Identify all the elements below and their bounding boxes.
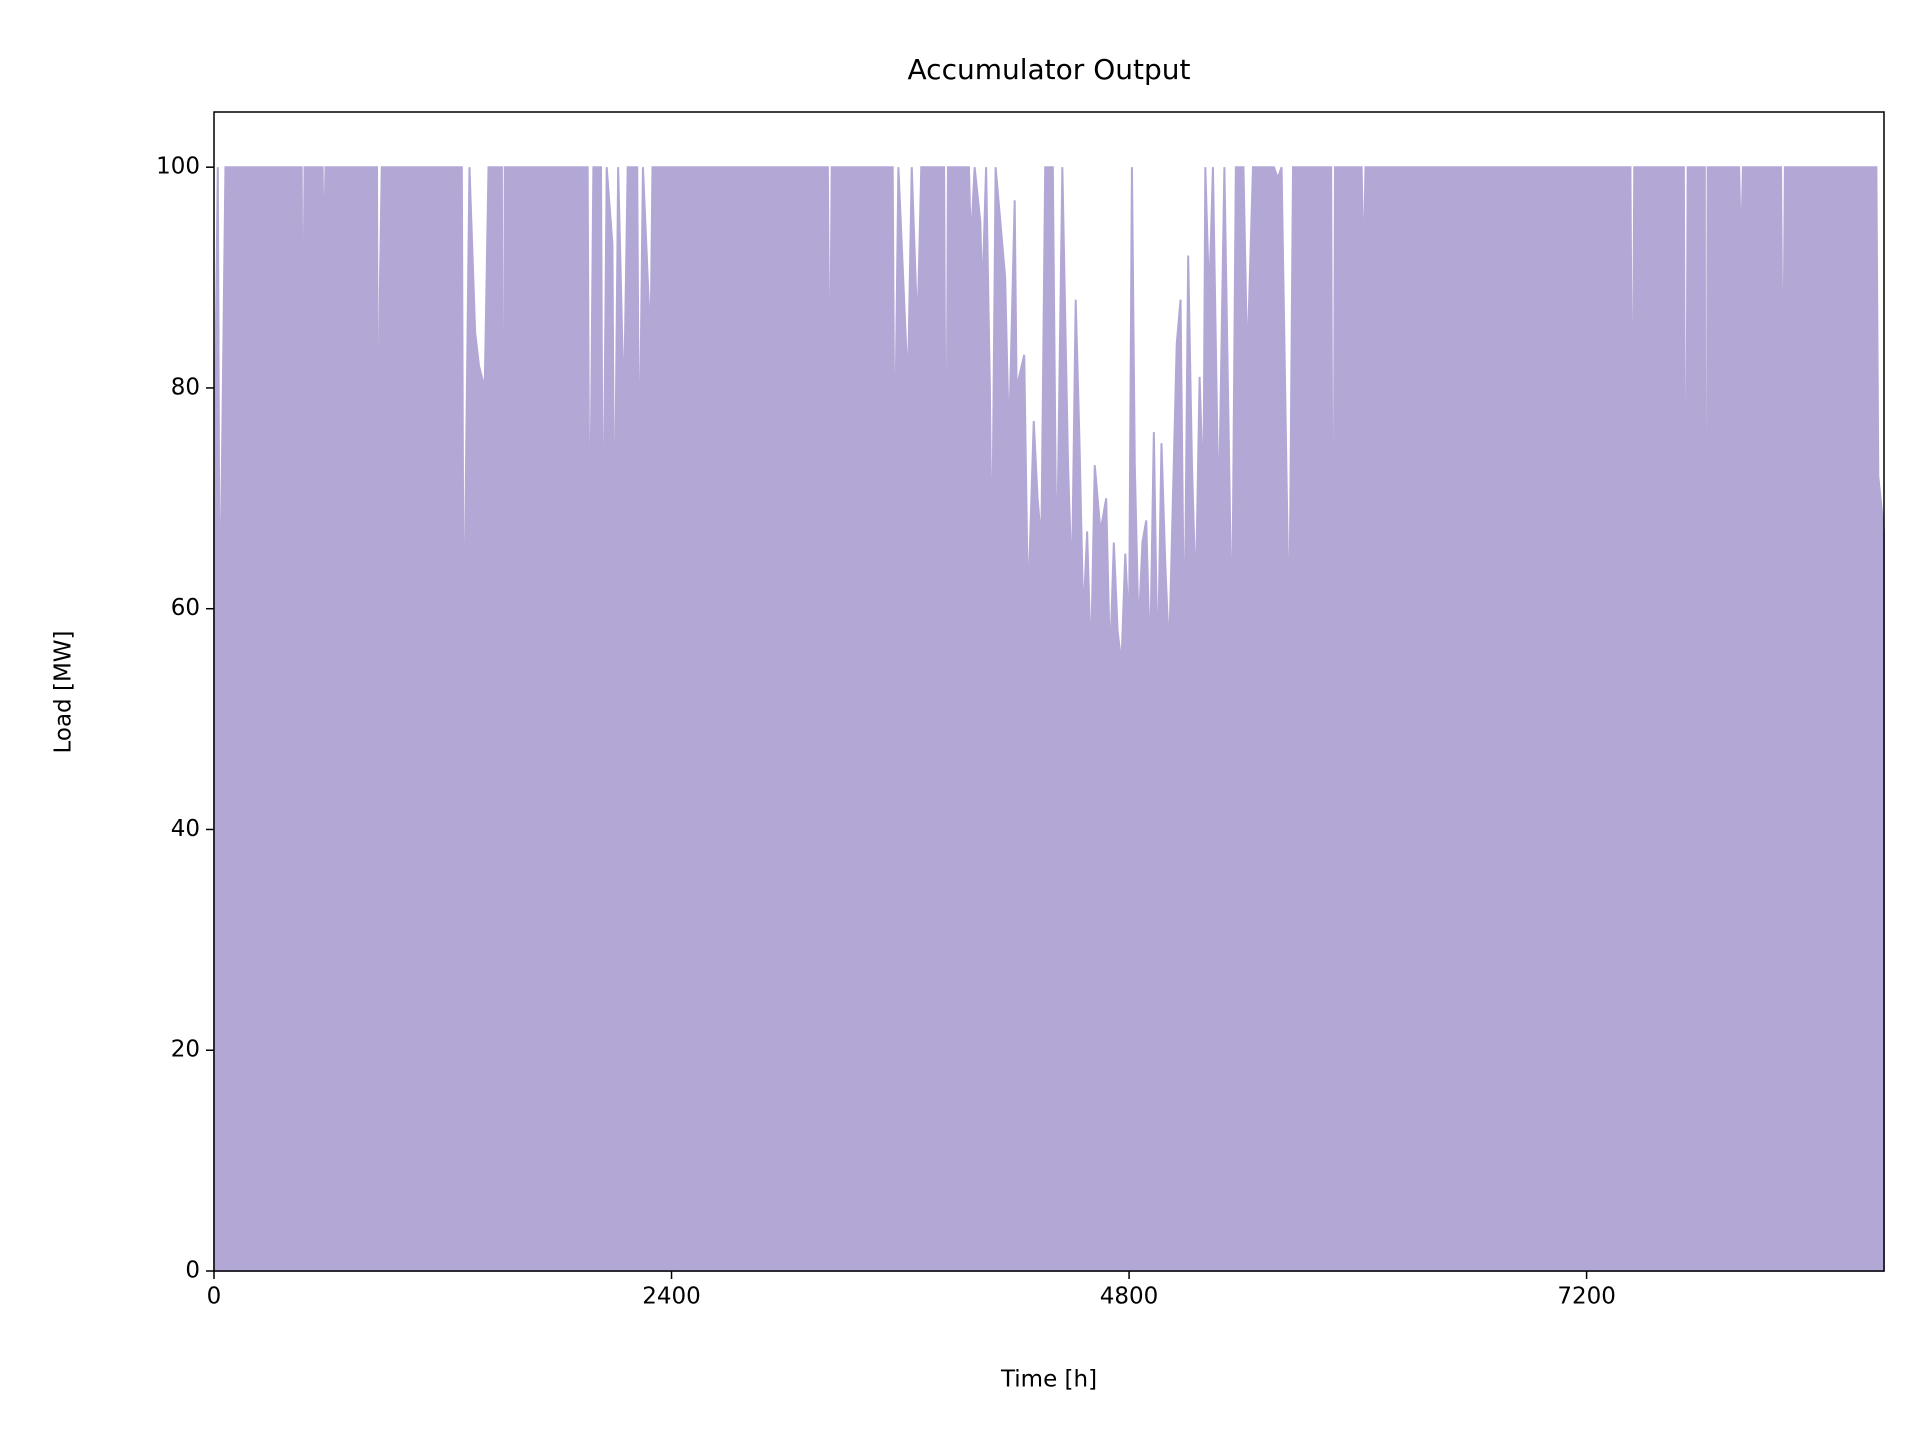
area bbox=[213, 166, 1885, 1272]
plot-frame bbox=[213, 111, 1885, 1272]
y-tick-label: 0 bbox=[185, 1258, 200, 1284]
x-tick-label: 0 bbox=[207, 1284, 222, 1310]
x-tick-label: 4800 bbox=[1100, 1284, 1159, 1310]
y-tick-label: 60 bbox=[171, 595, 200, 621]
x-tick-label: 2400 bbox=[642, 1284, 701, 1310]
x-axis-label: Time [h] bbox=[1000, 1367, 1097, 1393]
y-tick-label: 40 bbox=[171, 816, 200, 842]
y-tick-label: 100 bbox=[156, 154, 200, 180]
x-tick-label: 7200 bbox=[1557, 1284, 1616, 1310]
y-tick-label: 80 bbox=[171, 374, 200, 400]
y-axis-label: Load [MW] bbox=[51, 630, 77, 753]
y-tick-label: 20 bbox=[171, 1037, 200, 1063]
chart-title: Accumulator Output bbox=[908, 53, 1191, 86]
